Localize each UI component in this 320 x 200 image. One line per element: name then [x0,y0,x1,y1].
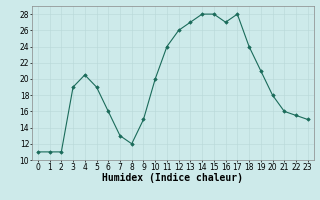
X-axis label: Humidex (Indice chaleur): Humidex (Indice chaleur) [102,173,243,183]
